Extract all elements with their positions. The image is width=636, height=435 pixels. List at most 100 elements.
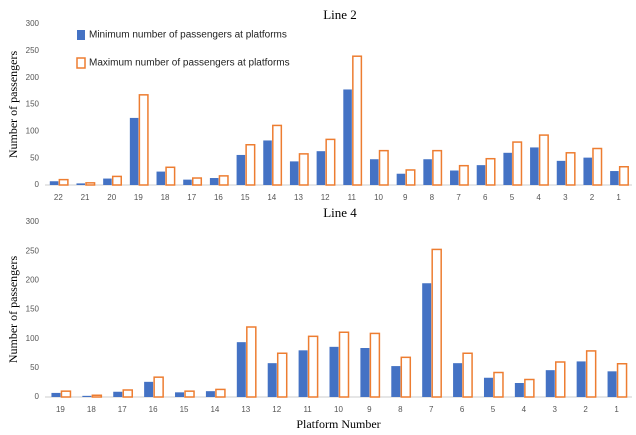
x-tick-label: 19 (56, 405, 65, 414)
bar (236, 154, 246, 185)
bar (215, 388, 226, 398)
legend-label: Minimum number of passengers at platform… (89, 30, 287, 41)
x-tick-label: 5 (491, 405, 496, 414)
bar (538, 134, 549, 186)
bar (524, 378, 535, 398)
bar (272, 124, 283, 186)
bar (153, 376, 164, 398)
bar (618, 166, 629, 186)
bar (503, 152, 512, 185)
x-tick-label: 3 (563, 193, 568, 202)
y-tick-label: 100 (26, 126, 40, 135)
x-tick-label: 6 (460, 405, 465, 414)
bar (432, 149, 443, 186)
bar (51, 392, 61, 397)
bar (209, 178, 219, 185)
bar (400, 356, 412, 398)
x-tick-label: 4 (536, 193, 541, 202)
x-tick-label: 8 (398, 405, 403, 414)
x-tick-label: 10 (374, 193, 383, 202)
bar (476, 165, 486, 185)
bar (129, 117, 139, 185)
bar (165, 166, 176, 186)
bar (307, 335, 319, 398)
bar (396, 173, 406, 185)
x-tick-label: 13 (241, 405, 250, 414)
x-tick-label: 1 (616, 193, 621, 202)
bar (298, 153, 309, 186)
bar (369, 332, 381, 398)
x-tick-label: 2 (583, 405, 588, 414)
x-tick-label: 12 (272, 405, 281, 414)
bar (556, 160, 566, 185)
x-tick-label: 6 (483, 193, 488, 202)
bar (205, 391, 215, 397)
y-tick-label: 300 (26, 217, 40, 226)
x-tick-label: 11 (303, 405, 312, 414)
x-tick-label: 14 (210, 405, 219, 414)
x-tick-label: 11 (348, 193, 357, 202)
bar (431, 248, 442, 398)
x-tick-label: 22 (54, 193, 63, 202)
bar (610, 171, 619, 185)
legend-label: Maximum number of passengers at platform… (89, 58, 290, 69)
bar (316, 151, 326, 185)
y-tick-label: 200 (26, 73, 40, 82)
bar (405, 169, 416, 186)
y-axis-label: Number of passengers (6, 256, 20, 364)
y-tick-label: 150 (26, 305, 40, 314)
y-tick-label: 0 (35, 180, 40, 189)
bar (144, 381, 154, 397)
x-tick-label: 9 (367, 405, 372, 414)
y-tick-label: 200 (26, 275, 40, 284)
legend-marker (77, 30, 85, 40)
x-tick-label: 18 (161, 193, 170, 202)
bar (576, 361, 586, 397)
bar (616, 363, 628, 398)
x-tick-label: 15 (241, 193, 250, 202)
y-tick-label: 100 (26, 334, 40, 343)
x-tick-label: 9 (403, 193, 408, 202)
x-tick-label: 7 (456, 193, 461, 202)
bar (514, 383, 524, 397)
bar (450, 170, 459, 185)
x-tick-label: 7 (429, 405, 434, 414)
bar (103, 178, 112, 185)
x-tick-label: 8 (430, 193, 435, 202)
x-tick-label: 16 (149, 405, 158, 414)
bar (49, 181, 59, 185)
bar (555, 361, 566, 398)
y-tick-label: 250 (26, 46, 40, 55)
bar (493, 371, 504, 398)
bar (483, 377, 493, 397)
bar (583, 157, 592, 185)
bar (512, 141, 523, 186)
y-tick-label: 50 (30, 153, 39, 162)
x-tick-label: 17 (187, 193, 196, 202)
legend-marker (76, 57, 86, 69)
bar (565, 152, 576, 186)
bar (236, 342, 246, 397)
x-tick-label: 15 (180, 405, 189, 414)
x-tick-label: 12 (321, 193, 330, 202)
bar (325, 138, 336, 186)
y-tick-label: 0 (35, 392, 40, 401)
bar (338, 331, 350, 398)
y-tick-label: 50 (30, 363, 39, 372)
bar (175, 392, 185, 397)
bar (246, 326, 257, 398)
x-tick-label: 2 (590, 193, 595, 202)
bar (329, 346, 339, 397)
bar (369, 159, 379, 185)
bar (585, 350, 597, 398)
bar (298, 350, 308, 397)
x-tick-label: 10 (334, 405, 343, 414)
x-tick-label: 20 (107, 193, 116, 202)
bar (391, 366, 401, 397)
bar (263, 140, 272, 185)
bar (453, 363, 463, 397)
bar (545, 370, 555, 397)
bar (422, 283, 432, 397)
x-tick-label: 17 (118, 405, 127, 414)
